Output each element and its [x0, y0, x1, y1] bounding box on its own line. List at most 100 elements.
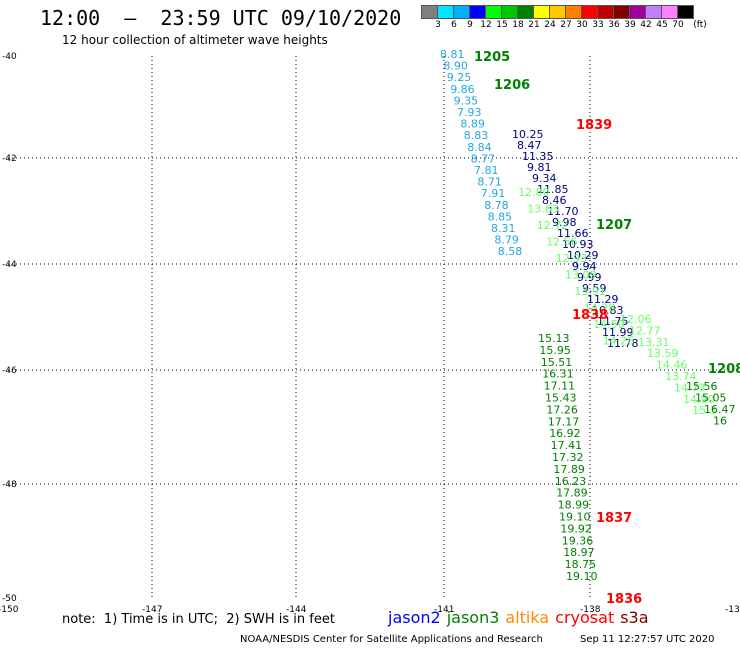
swh-value: 15.43 [545, 392, 577, 405]
swh-value: 9.35 [454, 94, 479, 107]
colorbar-tick-label: 42 [640, 20, 652, 30]
swh-value: 8.79 [494, 234, 519, 247]
swh-value: 8.84 [467, 141, 492, 154]
satellite-legend: jason2 jason3 altika cryosat s3a [388, 608, 655, 627]
swh-value: 12.77 [629, 324, 661, 337]
colorbar-tick-label: 3 [435, 20, 441, 30]
swh-value: 17.41 [551, 439, 583, 452]
pass-label: 1206 [494, 78, 530, 93]
lon-label: -147 [142, 605, 162, 615]
pass-label: 1838 [572, 308, 608, 323]
page-title: 12:00 – 23:59 UTC 09/10/2020 [40, 6, 402, 30]
swh-value: 13.74 [665, 370, 697, 383]
swh-value: 17.11 [544, 380, 576, 393]
pass-label: 1839 [576, 118, 612, 133]
colorbar-unit: (ft) [693, 20, 707, 30]
swh-value: 16.47 [704, 403, 736, 416]
swh-value: 15.05 [695, 392, 727, 405]
swh-value: 8.77 [471, 152, 496, 165]
swh-value: 17.17 [548, 415, 580, 428]
swh-value: 11.75 [597, 315, 629, 328]
swh-value: 9.99 [577, 271, 602, 284]
swh-value: 16.92 [549, 427, 581, 440]
colorbar-tick-label: 21 [528, 20, 540, 30]
lat-label: -42 [2, 154, 17, 164]
lat-label: -40 [2, 52, 17, 62]
swh-value: 13.91 [574, 285, 606, 298]
swh-value: 17.26 [546, 403, 578, 416]
swh-value: 17.89 [556, 487, 588, 500]
swh-value: 15.3 [692, 404, 717, 417]
swh-value: 12.93 [556, 252, 588, 265]
swh-value: 9.98 [552, 216, 577, 229]
colorbar-tick-label: 30 [576, 20, 588, 30]
swh-value: 14.28 [584, 302, 616, 315]
colorbar-tick-label: 36 [608, 20, 620, 30]
swh-value: 8.71 [477, 176, 502, 189]
swh-value: 10.93 [562, 238, 594, 251]
colorbar-tick-label: 24 [544, 20, 556, 30]
swh-value: 8.47 [517, 139, 542, 152]
pass-label: 1208 [708, 362, 740, 377]
swh-value: 13.31 [638, 336, 670, 349]
swh-value: 11.85 [537, 183, 569, 196]
footer-credit: NOAA/NESDIS Center for Satellite Applica… [240, 634, 543, 645]
colorbar-tick-label: 39 [624, 20, 636, 30]
swh-value: 19.10 [559, 511, 591, 524]
swh-value: 18.99 [558, 499, 590, 512]
swh-value: 9.81 [527, 161, 552, 174]
legend-item: jason3 [446, 608, 500, 627]
lat-label: -46 [2, 366, 17, 376]
swh-value: 11.66 [557, 227, 589, 240]
swh-value: 19.10 [566, 570, 598, 583]
swh-value: 8.31 [491, 222, 516, 235]
swh-value: 16 [713, 415, 727, 428]
lon-label: -141 [434, 605, 454, 615]
pass-label: 1205 [474, 50, 510, 65]
colorbar-tick-label: 18 [512, 20, 524, 30]
lon-label: -150 [0, 605, 19, 615]
swh-value: 9.59 [582, 282, 607, 295]
colorbar-tick-label: 33 [592, 20, 604, 30]
swh-value: 8.90 [443, 60, 468, 73]
swh-value: 14.73 [674, 381, 706, 394]
swh-value: 13.63 [527, 203, 559, 216]
swh-value: 18.75 [565, 558, 597, 571]
pass-label: 1836 [606, 592, 642, 607]
swh-value: 8.58 [498, 245, 523, 258]
swh-value: 10.25 [512, 128, 544, 141]
swh-value: 7.81 [474, 164, 499, 177]
swh-value: 7.91 [481, 187, 506, 200]
colorbar [421, 5, 694, 19]
colorbar-swatch [677, 5, 694, 19]
page-subtitle: 12 hour collection of altimeter wave hei… [62, 33, 328, 47]
swh-value: 10.83 [592, 304, 624, 317]
swh-value: 17.32 [552, 451, 584, 464]
swh-value: 9.94 [572, 260, 597, 273]
legend-item: altika [505, 608, 550, 627]
swh-value: 8.78 [484, 199, 509, 212]
swh-value: 9.34 [532, 172, 557, 185]
pass-label: 1207 [596, 218, 632, 233]
lon-label: -144 [286, 605, 307, 615]
lat-label: -44 [2, 260, 17, 270]
swh-value: 8.83 [464, 129, 489, 142]
swh-value: 12.80 [518, 186, 550, 199]
swh-value: 14.26 [603, 335, 635, 348]
swh-value: 14.90 [683, 393, 715, 406]
colorbar-tick-label: 70 [672, 20, 684, 30]
footer-timestamp: Sep 11 12:27:57 UTC 2020 [580, 634, 715, 645]
lon-label: -138 [580, 605, 601, 615]
legend-item: s3a [620, 608, 649, 627]
colorbar-tick-label: 15 [496, 20, 508, 30]
swh-value: 13.09 [565, 269, 597, 282]
swh-value: 11.35 [522, 150, 554, 163]
swh-value: 8.46 [542, 194, 567, 207]
swh-value: 14.46 [656, 359, 688, 372]
swh-value: 8.81 [440, 48, 465, 61]
colorbar-tick-label: 27 [560, 20, 572, 30]
swh-value: 12.56 [546, 236, 578, 249]
swh-value: 11.29 [587, 293, 619, 306]
colorbar-tick-label: 6 [451, 20, 457, 30]
